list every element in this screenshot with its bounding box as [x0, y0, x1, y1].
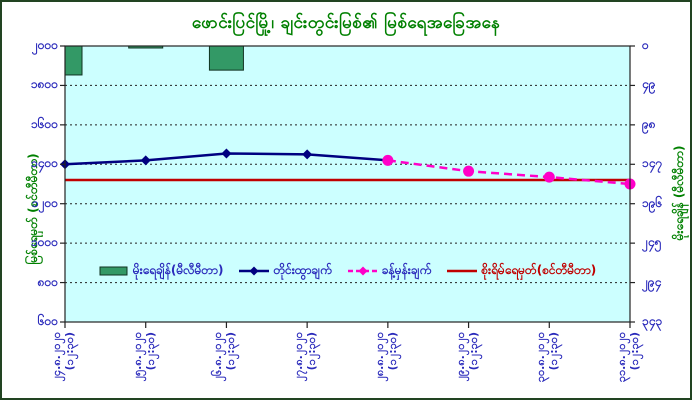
- right-axis-tick-label: ၁၉၆: [642, 195, 663, 210]
- legend-item: တိုင်းထွာချက်: [239, 262, 332, 280]
- x-axis-tick-label: ၃၁.၈.၂၀၂၀ (၁၂:၃၀): [615, 332, 641, 383]
- legend-item: မိုးရေချိန်(မီလီမီတာ): [99, 262, 224, 280]
- left-axis-tick-label: ၆၀၀: [37, 314, 58, 328]
- right-axis-tick-label: ၄၉: [642, 77, 656, 92]
- legend-line-swatch: [239, 266, 270, 276]
- chart-title: ဖောင်းပြင်မြို့၊ ချင်းတွင်းမြစ်၏ မြစ်ရေအ…: [191, 13, 501, 33]
- legend-bar-swatch: [99, 266, 128, 276]
- forecast-marker: [543, 171, 555, 183]
- left-axis-tick-label: ၁၆၀၀: [31, 116, 58, 131]
- x-axis-tick-label: ၂၄.၈.၂၀၂၀ (၁၂:၃၀): [50, 332, 76, 382]
- right-axis-tick-label: ၉၈: [642, 116, 656, 131]
- right-axis-tick-label: ၂၉၄: [642, 274, 662, 289]
- legend-label: စိုးရိမ်ရေမှတ်(စင်တီမီတာ): [481, 263, 597, 277]
- forecast-marker: [463, 165, 475, 177]
- x-axis-tick-label: ၂၅.၈.၂၀၂၀ (၁၂:၃၀): [130, 332, 157, 382]
- x-axis-tick-label: ၂၆.၈.၂၀၂၀ (၁၂:၃၀): [211, 332, 238, 382]
- rainfall-bar: [64, 45, 83, 76]
- observed-marker: [140, 155, 151, 166]
- left-axis-tick-label: ၂၀၀၀: [31, 38, 58, 52]
- observed-marker: [302, 149, 313, 160]
- observed-marker: [221, 148, 232, 159]
- forecast-marker: [382, 154, 394, 166]
- left-axis-tick-label: ၁၈၀၀: [30, 77, 58, 92]
- legend-line-swatch: [447, 269, 478, 273]
- rainfall-bar: [208, 45, 244, 71]
- right-axis-tick-label: ၃၄၃: [642, 314, 663, 328]
- legend-line-swatch: [347, 266, 378, 276]
- legend-label: တိုင်းထွာချက်: [273, 263, 332, 277]
- x-axis-tick-label: ၃၀.၈.၂၀၂၀ (၁၂:၃၀): [534, 332, 561, 383]
- legend-label: ခန့်မှန်းချက်: [381, 263, 432, 277]
- left-axis-tick-label: ၁၄၀၀: [31, 156, 58, 171]
- right-axis-tick-label: ၀: [642, 38, 649, 52]
- legend-item: ခန့်မှန်းချက်: [347, 262, 432, 280]
- right-axis-tick-label: ၂၄၅: [642, 235, 662, 250]
- x-axis-tick-label: ၂၉.၈.၂၀၂၀ (၁၂:၃၀): [453, 332, 480, 382]
- plot-background: [65, 46, 630, 322]
- x-axis-tick-label: ၂၇.၈.၂၀၂၀ (၁၂:၃၀): [292, 332, 319, 382]
- plot-frame: [64, 45, 631, 323]
- right-axis-tick-label: ၁၄၇: [642, 156, 663, 171]
- left-axis-tick-label: ၁၂၀၀: [31, 195, 58, 210]
- x-axis-tick-label: ၂၈.၈.၂၀၂၀ (၁၂:၃၀): [372, 332, 399, 382]
- legend-label: မိုးရေချိန်(မီလီမီတာ): [132, 263, 224, 277]
- legend-item: စိုးရိမ်ရေမှတ်(စင်တီမီတာ): [447, 262, 596, 280]
- left-axis-tick-label: ၈၀၀: [37, 274, 58, 289]
- left-axis-tick-label: ၁၀၀၀: [31, 235, 58, 250]
- legend: မိုးရေချိန်(မီလီမီတာ) တိုင်းထွာချက် ခန့်မှ…: [65, 260, 630, 282]
- forecast-line: [387, 159, 631, 186]
